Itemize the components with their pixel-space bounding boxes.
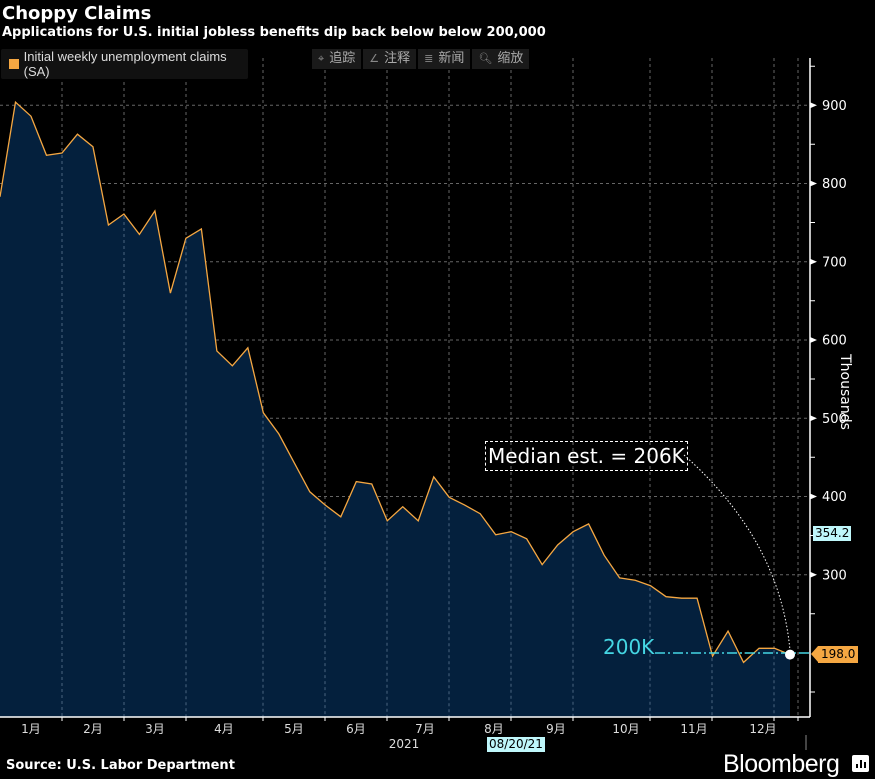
series-area	[0, 102, 790, 718]
annotate-button[interactable]: ∠ 注释	[363, 49, 417, 69]
median-estimate-annotation: Median est. = 206K	[485, 441, 688, 471]
legend[interactable]: Initial weekly unemployment claims (SA)	[1, 49, 248, 79]
x-tick-label: 1月	[21, 722, 41, 736]
y-tick-marker	[810, 571, 817, 578]
annotate-label: 注释	[384, 51, 411, 66]
x-tick-label: 11月	[680, 722, 707, 736]
x-tick-label: 12月	[749, 722, 776, 736]
chart-subtitle: Applications for U.S. initial jobless be…	[2, 25, 546, 40]
annotate-icon: ∠	[369, 52, 380, 65]
news-label: 新闻	[438, 51, 465, 66]
chart-title: Choppy Claims	[2, 3, 152, 24]
x-tick-label: 4月	[214, 722, 234, 736]
y-tick-marker	[810, 102, 817, 109]
bloomberg-logo: Bloomberg	[723, 750, 840, 778]
bloomberg-chart-icon	[852, 755, 869, 772]
x-tick-label: 3月	[145, 722, 165, 736]
y-tick-label: 500	[822, 412, 847, 427]
cursor-date-tag: 08/20/21	[487, 737, 545, 752]
y-tick-label: 300	[822, 568, 847, 583]
legend-swatch	[9, 59, 19, 69]
news-icon: ≣	[424, 52, 434, 65]
y-tick-label: 800	[822, 177, 847, 192]
y-tick-label: 900	[822, 99, 847, 114]
track-button[interactable]: ⌖ 追踪	[312, 49, 362, 69]
x-tick-label: 2月	[83, 722, 103, 736]
x-tick-label: 5月	[284, 722, 304, 736]
y-tick-label: 600	[822, 334, 847, 349]
x-tick-label: 10月	[612, 722, 639, 736]
median-connector	[683, 454, 791, 651]
series-line	[0, 100, 791, 664]
last-point-marker	[785, 649, 795, 660]
y-tick-label: 400	[822, 490, 847, 505]
x-axis-year-label: 2021	[389, 737, 420, 751]
chart-toolbar: ⌖ 追踪 ∠ 注释 ≣ 新闻 🔍︎ 缩放	[312, 49, 530, 69]
zoom-button[interactable]: 🔍︎ 缩放	[472, 49, 530, 69]
last-value-tag: 198.0	[810, 646, 859, 663]
x-tick-label: 8月	[484, 722, 504, 736]
source-note: Source: U.S. Labor Department	[6, 758, 235, 773]
y-tick-marker	[810, 180, 817, 187]
x-tick-label: 6月	[346, 722, 366, 736]
track-label: 追踪	[329, 51, 356, 66]
reference-line-label: 200K	[603, 635, 655, 659]
y-tick-marker	[810, 258, 817, 265]
zoom-label: 缩放	[497, 51, 524, 66]
legend-label: Initial weekly unemployment claims (SA)	[23, 49, 227, 79]
y-tick-marker	[810, 337, 817, 343]
news-button[interactable]: ≣ 新闻	[418, 49, 471, 69]
crosshair-icon: ⌖	[318, 52, 325, 65]
y-axis-label: Thousands	[837, 354, 853, 430]
x-tick-label: 7月	[415, 722, 435, 736]
zoom-icon: 🔍︎	[478, 52, 493, 65]
y-tick-marker	[810, 493, 817, 500]
cursor-value-tag: 354.2	[813, 526, 852, 541]
y-tick-label: 700	[822, 255, 847, 270]
axes: 300 400 500 600 700 800 900 1月 2月 3月 4月 5月 6月 7月 8月 9月 1…	[0, 58, 847, 751]
y-tick-marker	[810, 415, 817, 422]
x-tick-label: 9月	[546, 722, 566, 736]
